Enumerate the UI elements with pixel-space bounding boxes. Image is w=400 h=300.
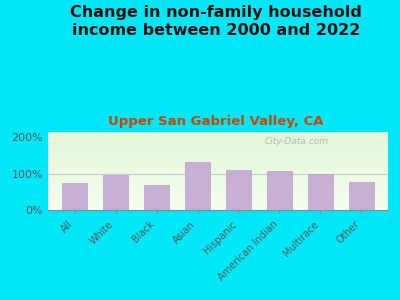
Bar: [48, 188, 388, 189]
Bar: [48, 178, 388, 179]
Bar: [48, 156, 388, 157]
Bar: [48, 149, 388, 150]
Bar: [48, 193, 388, 194]
Bar: [48, 181, 388, 182]
Bar: [48, 207, 388, 208]
Bar: [48, 135, 388, 136]
Bar: [48, 160, 388, 161]
Bar: [62, 183, 87, 210]
Bar: [48, 150, 388, 151]
Bar: [48, 202, 388, 203]
Bar: [48, 157, 388, 158]
Bar: [48, 170, 388, 171]
Bar: [48, 144, 388, 145]
Bar: [267, 171, 292, 210]
Bar: [349, 182, 374, 210]
Bar: [48, 184, 388, 185]
Bar: [48, 190, 388, 191]
Bar: [48, 139, 388, 140]
Text: Upper San Gabriel Valley, CA: Upper San Gabriel Valley, CA: [108, 116, 324, 128]
Bar: [48, 168, 388, 169]
Bar: [48, 136, 388, 137]
Bar: [48, 155, 388, 156]
Bar: [48, 206, 388, 207]
Bar: [48, 194, 388, 195]
Bar: [48, 196, 388, 197]
Bar: [48, 151, 388, 152]
Bar: [48, 148, 388, 149]
Bar: [48, 159, 388, 160]
Bar: [48, 187, 388, 188]
Bar: [48, 162, 388, 163]
Bar: [48, 138, 388, 139]
Bar: [48, 191, 388, 192]
Bar: [48, 134, 388, 135]
Bar: [48, 205, 388, 206]
Bar: [185, 162, 210, 210]
Bar: [48, 137, 388, 138]
Bar: [48, 172, 388, 173]
Bar: [48, 165, 388, 166]
Bar: [48, 166, 388, 167]
Bar: [48, 201, 388, 202]
Bar: [48, 199, 388, 200]
Bar: [48, 175, 388, 176]
Bar: [48, 142, 388, 143]
Bar: [48, 163, 388, 164]
Bar: [48, 161, 388, 162]
Bar: [48, 147, 388, 148]
Bar: [48, 176, 388, 177]
Bar: [48, 209, 388, 210]
Bar: [48, 152, 388, 153]
Bar: [48, 171, 388, 172]
Bar: [48, 183, 388, 184]
Bar: [48, 145, 388, 146]
Bar: [48, 143, 388, 144]
Bar: [48, 203, 388, 204]
Bar: [48, 164, 388, 165]
Bar: [48, 195, 388, 196]
Bar: [48, 204, 388, 205]
Text: Change in non-family household
income between 2000 and 2022: Change in non-family household income be…: [70, 4, 362, 38]
Bar: [48, 158, 388, 159]
Bar: [48, 153, 388, 154]
Bar: [144, 185, 169, 210]
Bar: [48, 197, 388, 198]
Bar: [48, 189, 388, 190]
Bar: [103, 175, 128, 210]
Bar: [48, 132, 388, 133]
Bar: [48, 180, 388, 181]
Bar: [48, 154, 388, 155]
Bar: [48, 192, 388, 193]
Bar: [48, 140, 388, 141]
Bar: [48, 169, 388, 170]
Bar: [48, 133, 388, 134]
Bar: [226, 170, 251, 210]
Bar: [48, 198, 388, 199]
Bar: [48, 208, 388, 209]
Bar: [48, 185, 388, 186]
Bar: [48, 169, 388, 170]
Bar: [48, 167, 388, 168]
Bar: [48, 200, 388, 201]
Bar: [48, 141, 388, 142]
Bar: [48, 146, 388, 147]
Bar: [48, 179, 388, 180]
Bar: [48, 174, 388, 175]
Bar: [48, 177, 388, 178]
Bar: [48, 182, 388, 183]
Bar: [48, 186, 388, 187]
Bar: [48, 173, 388, 174]
Bar: [308, 174, 333, 210]
Text: City-Data.com: City-Data.com: [264, 137, 328, 146]
